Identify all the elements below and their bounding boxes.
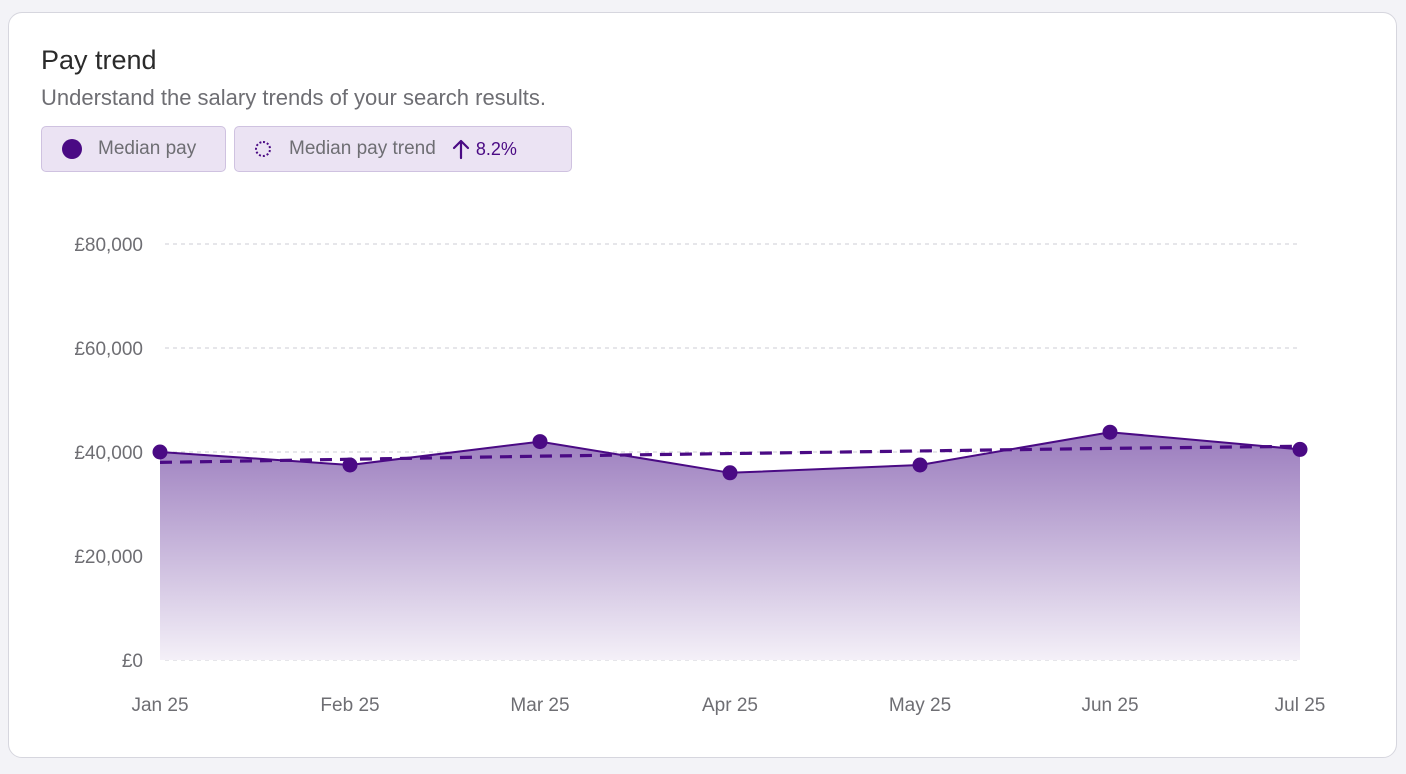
y-tick-label: £80,000 xyxy=(74,235,143,256)
x-tick-label: Apr 25 xyxy=(702,695,758,716)
x-tick-label: Feb 25 xyxy=(320,695,379,716)
y-tick-label: £40,000 xyxy=(74,443,143,464)
card-subtitle: Understand the salary trends of your sea… xyxy=(41,85,547,110)
median-pay-point-apr-25[interactable] xyxy=(722,465,738,481)
median-pay-point-may-25[interactable] xyxy=(912,457,928,473)
dashed-circle-icon xyxy=(255,141,271,157)
arrow-up-icon xyxy=(452,138,470,160)
y-tick-label: £0 xyxy=(122,651,143,672)
x-tick-label: Jan 25 xyxy=(131,695,188,716)
x-tick-label: Mar 25 xyxy=(510,695,569,716)
median-pay-point-feb-25[interactable] xyxy=(342,457,358,473)
legend-median-pay-trend-label: Median pay trend xyxy=(289,138,436,159)
x-tick-label: Jun 25 xyxy=(1081,695,1138,716)
y-tick-label: £20,000 xyxy=(74,547,143,568)
median-pay-points xyxy=(152,424,1308,481)
solid-dot-icon xyxy=(62,139,82,159)
legend-median-pay-toggle[interactable]: Median pay xyxy=(41,126,226,172)
median-pay-point-mar-25[interactable] xyxy=(532,434,548,450)
x-tick-label: Jul 25 xyxy=(1275,695,1326,716)
legend-median-pay-label: Median pay xyxy=(98,138,197,159)
x-tick-label: May 25 xyxy=(889,695,951,716)
legend-median-pay-trend-toggle[interactable]: Median pay trend 8.2% xyxy=(234,126,572,172)
median-pay-point-jan-25[interactable] xyxy=(152,444,168,460)
x-axis-ticks: Jan 25 Feb 25 Mar 25 Apr 25 May 25 Jun 25 Jul … xyxy=(131,695,1325,716)
median-pay-point-jul-25[interactable] xyxy=(1292,441,1308,457)
y-axis-ticks: £0 £20,000 £40,000 £60,000 £80,000 xyxy=(74,235,143,672)
y-tick-label: £60,000 xyxy=(74,339,143,360)
trend-percentage: 8.2% xyxy=(475,138,517,159)
card-title: Pay trend xyxy=(41,45,157,75)
median-pay-point-jun-25[interactable] xyxy=(1102,424,1118,440)
median-pay-area-fill xyxy=(160,432,1300,660)
